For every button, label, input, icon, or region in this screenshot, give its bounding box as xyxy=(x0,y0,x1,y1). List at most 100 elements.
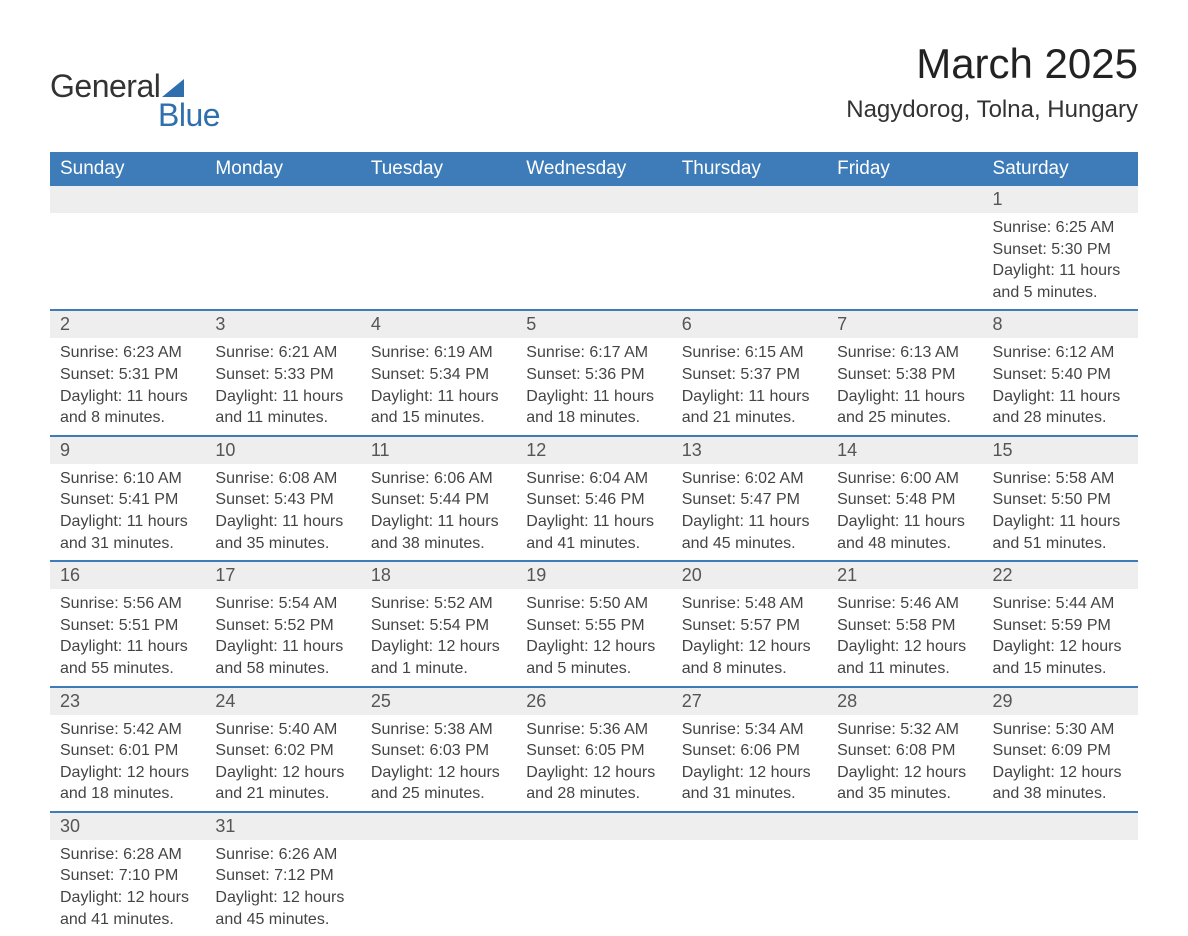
day-details-cell xyxy=(672,840,827,936)
daylight-text-line1: Daylight: 12 hours xyxy=(371,762,506,784)
daylight-text-line1: Daylight: 11 hours xyxy=(371,511,506,533)
day-number-row: 9101112131415 xyxy=(50,436,1138,464)
daylight-text-line1: Daylight: 12 hours xyxy=(993,762,1128,784)
daylight-text-line2: and 38 minutes. xyxy=(993,783,1128,805)
sunset-text: Sunset: 5:34 PM xyxy=(371,364,506,386)
brand-triangle-icon xyxy=(162,79,184,97)
weekday-header: Saturday xyxy=(983,152,1138,186)
daylight-text-line1: Daylight: 11 hours xyxy=(682,511,817,533)
day-number-row: 1 xyxy=(50,186,1138,213)
sunset-text: Sunset: 5:46 PM xyxy=(526,489,661,511)
page-header: General Blue March 2025 Nagydorog, Tolna… xyxy=(50,40,1138,134)
daylight-text-line1: Daylight: 11 hours xyxy=(215,386,350,408)
sunset-text: Sunset: 6:05 PM xyxy=(526,740,661,762)
daylight-text-line2: and 25 minutes. xyxy=(371,783,506,805)
day-number-cell: 24 xyxy=(205,687,360,715)
sunset-text: Sunset: 5:31 PM xyxy=(60,364,195,386)
day-details-row: Sunrise: 5:56 AMSunset: 5:51 PMDaylight:… xyxy=(50,589,1138,686)
day-details-cell: Sunrise: 6:13 AMSunset: 5:38 PMDaylight:… xyxy=(827,338,982,435)
sunrise-text: Sunrise: 5:50 AM xyxy=(526,593,661,615)
day-details-cell xyxy=(827,213,982,310)
day-details-cell: Sunrise: 6:26 AMSunset: 7:12 PMDaylight:… xyxy=(205,840,360,936)
day-number-row: 2345678 xyxy=(50,310,1138,338)
day-details-row: Sunrise: 6:10 AMSunset: 5:41 PMDaylight:… xyxy=(50,464,1138,561)
sunset-text: Sunset: 5:43 PM xyxy=(215,489,350,511)
day-number-cell: 3 xyxy=(205,310,360,338)
weekday-header: Tuesday xyxy=(361,152,516,186)
day-details-cell: Sunrise: 5:50 AMSunset: 5:55 PMDaylight:… xyxy=(516,589,671,686)
day-details-cell xyxy=(205,213,360,310)
daylight-text-line2: and 15 minutes. xyxy=(993,658,1128,680)
day-number-cell xyxy=(983,812,1138,840)
day-details-cell: Sunrise: 5:46 AMSunset: 5:58 PMDaylight:… xyxy=(827,589,982,686)
sunrise-text: Sunrise: 5:44 AM xyxy=(993,593,1128,615)
daylight-text-line1: Daylight: 11 hours xyxy=(371,386,506,408)
daylight-text-line2: and 5 minutes. xyxy=(526,658,661,680)
day-details-cell xyxy=(50,213,205,310)
day-details-cell: Sunrise: 6:02 AMSunset: 5:47 PMDaylight:… xyxy=(672,464,827,561)
day-details-cell xyxy=(516,840,671,936)
sunrise-text: Sunrise: 6:04 AM xyxy=(526,468,661,490)
weekday-header: Sunday xyxy=(50,152,205,186)
daylight-text-line1: Daylight: 12 hours xyxy=(837,636,972,658)
daylight-text-line2: and 1 minute. xyxy=(371,658,506,680)
daylight-text-line1: Daylight: 11 hours xyxy=(837,386,972,408)
calendar-table: Sunday Monday Tuesday Wednesday Thursday… xyxy=(50,152,1138,936)
day-number-cell: 28 xyxy=(827,687,982,715)
sunset-text: Sunset: 5:41 PM xyxy=(60,489,195,511)
sunset-text: Sunset: 5:30 PM xyxy=(993,239,1128,261)
sunset-text: Sunset: 6:01 PM xyxy=(60,740,195,762)
day-number-cell xyxy=(516,812,671,840)
sunset-text: Sunset: 5:59 PM xyxy=(993,615,1128,637)
sunset-text: Sunset: 6:08 PM xyxy=(837,740,972,762)
daylight-text-line1: Daylight: 11 hours xyxy=(215,636,350,658)
day-number-cell: 16 xyxy=(50,561,205,589)
day-number-cell: 1 xyxy=(983,186,1138,213)
day-details-cell: Sunrise: 5:40 AMSunset: 6:02 PMDaylight:… xyxy=(205,715,360,812)
day-details-cell: Sunrise: 5:58 AMSunset: 5:50 PMDaylight:… xyxy=(983,464,1138,561)
daylight-text-line2: and 38 minutes. xyxy=(371,533,506,555)
day-number-cell: 13 xyxy=(672,436,827,464)
sunrise-text: Sunrise: 6:21 AM xyxy=(215,342,350,364)
daylight-text-line2: and 41 minutes. xyxy=(60,909,195,931)
sunrise-text: Sunrise: 6:06 AM xyxy=(371,468,506,490)
day-details-cell: Sunrise: 5:34 AMSunset: 6:06 PMDaylight:… xyxy=(672,715,827,812)
day-number-cell: 25 xyxy=(361,687,516,715)
day-number-cell xyxy=(361,186,516,213)
day-number-cell xyxy=(50,186,205,213)
daylight-text-line1: Daylight: 12 hours xyxy=(215,887,350,909)
sunrise-text: Sunrise: 6:26 AM xyxy=(215,844,350,866)
day-number-cell: 4 xyxy=(361,310,516,338)
day-number-cell: 14 xyxy=(827,436,982,464)
daylight-text-line1: Daylight: 12 hours xyxy=(837,762,972,784)
location-subtitle: Nagydorog, Tolna, Hungary xyxy=(846,96,1138,124)
daylight-text-line2: and 15 minutes. xyxy=(371,407,506,429)
day-number-cell: 7 xyxy=(827,310,982,338)
day-number-cell: 19 xyxy=(516,561,671,589)
sunset-text: Sunset: 5:48 PM xyxy=(837,489,972,511)
day-details-cell: Sunrise: 6:10 AMSunset: 5:41 PMDaylight:… xyxy=(50,464,205,561)
sunrise-text: Sunrise: 5:32 AM xyxy=(837,719,972,741)
day-number-cell: 2 xyxy=(50,310,205,338)
sunrise-text: Sunrise: 6:02 AM xyxy=(682,468,817,490)
weekday-header: Thursday xyxy=(672,152,827,186)
sunrise-text: Sunrise: 6:00 AM xyxy=(837,468,972,490)
day-details-cell: Sunrise: 6:15 AMSunset: 5:37 PMDaylight:… xyxy=(672,338,827,435)
day-number-cell: 27 xyxy=(672,687,827,715)
sunrise-text: Sunrise: 5:42 AM xyxy=(60,719,195,741)
brand-word2: Blue xyxy=(158,97,220,134)
day-number-row: 23242526272829 xyxy=(50,687,1138,715)
daylight-text-line2: and 35 minutes. xyxy=(837,783,972,805)
day-details-cell xyxy=(516,213,671,310)
day-details-cell: Sunrise: 6:23 AMSunset: 5:31 PMDaylight:… xyxy=(50,338,205,435)
daylight-text-line2: and 58 minutes. xyxy=(215,658,350,680)
day-details-cell xyxy=(827,840,982,936)
sunset-text: Sunset: 5:50 PM xyxy=(993,489,1128,511)
daylight-text-line2: and 11 minutes. xyxy=(215,407,350,429)
day-number-cell: 17 xyxy=(205,561,360,589)
daylight-text-line1: Daylight: 11 hours xyxy=(682,386,817,408)
sunrise-text: Sunrise: 6:28 AM xyxy=(60,844,195,866)
sunrise-text: Sunrise: 5:54 AM xyxy=(215,593,350,615)
day-number-cell: 23 xyxy=(50,687,205,715)
day-details-cell xyxy=(361,840,516,936)
